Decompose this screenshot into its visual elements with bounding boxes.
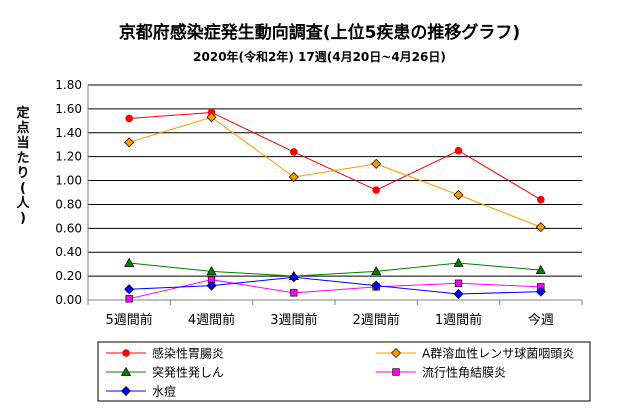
data-point xyxy=(290,148,298,156)
legend-marker xyxy=(121,386,131,396)
y-tick-label: 1.00 xyxy=(55,174,82,188)
series-line xyxy=(129,111,542,201)
legend-label: A群溶血性レンサ球菌咽頭炎 xyxy=(422,346,574,361)
data-point xyxy=(454,146,463,155)
data-point xyxy=(290,289,298,297)
data-point xyxy=(288,272,299,283)
legend-marker xyxy=(122,349,130,357)
y-tick-label: 1.40 xyxy=(55,126,82,140)
data-point xyxy=(453,189,464,200)
data-point xyxy=(535,286,546,297)
y-tick-label: 1.80 xyxy=(55,78,82,92)
data-point xyxy=(537,195,545,204)
data-point xyxy=(371,266,382,276)
legend-label: 突発性発しん xyxy=(152,365,224,380)
data-point xyxy=(124,284,135,295)
x-tick-label: 今週 xyxy=(528,312,554,328)
x-tick-label: 3週間前 xyxy=(270,312,317,328)
data-point xyxy=(288,171,299,182)
x-tick-label: 4週間前 xyxy=(188,312,235,328)
y-tick-label: 1.60 xyxy=(55,102,82,116)
legend-marker xyxy=(120,366,132,376)
data-point xyxy=(206,266,217,276)
y-tick-label: 0.40 xyxy=(55,245,82,259)
data-point xyxy=(124,257,135,267)
legend-box xyxy=(97,341,591,402)
legend-label: 流行性角結膜炎 xyxy=(422,366,506,380)
series-line xyxy=(129,262,541,277)
series-line xyxy=(129,279,541,300)
data-point xyxy=(124,137,135,148)
data-point xyxy=(535,264,546,274)
x-tick-label: 2週間前 xyxy=(353,312,400,328)
series-line xyxy=(129,276,541,295)
y-tick-label: 0.80 xyxy=(55,197,82,211)
legend-marker xyxy=(391,348,401,358)
data-point xyxy=(371,280,382,291)
series-line xyxy=(129,116,542,228)
chart-subtitle: 2020年(令和2年) 17週(4月20日~4月26日) xyxy=(193,50,446,64)
y-tick-label: 0.20 xyxy=(55,269,82,283)
data-point xyxy=(125,295,133,303)
y-tick-label: 1.20 xyxy=(55,150,82,164)
y-axis-label: 定点当たり(人) xyxy=(16,106,30,226)
y-tick-label: 0.60 xyxy=(55,221,82,235)
data-point xyxy=(453,257,464,267)
data-point xyxy=(535,222,546,233)
data-point xyxy=(453,289,464,300)
data-point xyxy=(372,186,380,194)
data-point xyxy=(454,279,463,287)
chart-title: 京都府感染症発生動向調査(上位5疾患の推移グラフ) xyxy=(118,23,521,43)
x-tick-label: 1週間前 xyxy=(435,312,482,328)
data-point xyxy=(125,114,133,123)
legend-label: 感染性胃腸炎 xyxy=(152,346,224,361)
y-tick-label: 0.00 xyxy=(55,293,82,307)
data-point xyxy=(371,158,382,169)
legend-label: 水痘 xyxy=(152,384,176,399)
data-point xyxy=(206,280,217,291)
x-tick-label: 5週間前 xyxy=(106,312,153,328)
data-point xyxy=(206,112,217,123)
legend-marker xyxy=(392,368,400,376)
